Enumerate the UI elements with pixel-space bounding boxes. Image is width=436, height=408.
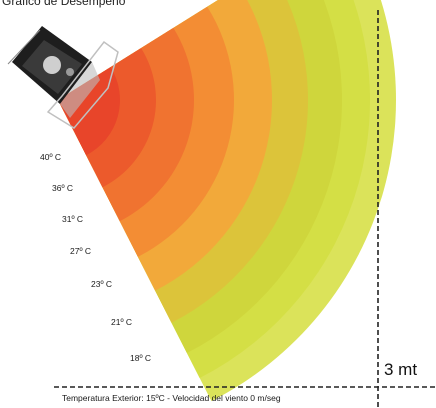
temperature-labels: 40º C 36º C 31º C 27º C 23º C 21º C 18º C xyxy=(40,152,151,363)
temp-label-5: 21º C xyxy=(111,317,132,327)
patio-heater-icon xyxy=(7,26,119,129)
temp-label-2: 31º C xyxy=(62,214,83,224)
temp-label-1: 36º C xyxy=(52,183,73,193)
temp-label-0: 40º C xyxy=(40,152,61,162)
temp-label-3: 27º C xyxy=(70,246,91,256)
temp-label-4: 23º C xyxy=(91,279,112,289)
distance-label: 3 mt xyxy=(384,360,418,379)
conditions-caption: Temperatura Exterior: 15ºC - Velocidad d… xyxy=(62,393,281,403)
temp-label-6: 18º C xyxy=(130,353,151,363)
heat-zones xyxy=(58,0,396,402)
chart-title: Gráfico de Desempeño xyxy=(2,0,126,8)
